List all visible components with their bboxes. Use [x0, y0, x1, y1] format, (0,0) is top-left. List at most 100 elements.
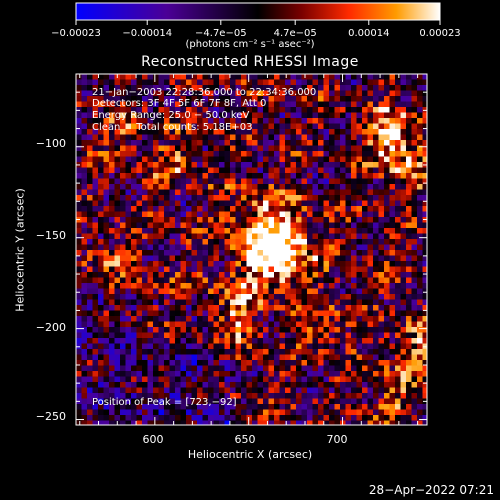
heatmap-cell: [400, 90, 407, 97]
heatmap-cell: [367, 415, 374, 421]
heatmap-cell: [301, 123, 308, 130]
heatmap-cell: [87, 145, 93, 152]
heatmap-cell: [136, 404, 143, 410]
heatmap-cell: [340, 371, 346, 377]
heatmap-cell: [252, 151, 258, 157]
heatmap-cell: [120, 134, 126, 141]
heatmap-cell: [274, 398, 280, 405]
heatmap-cell: [147, 195, 154, 201]
heatmap-cell: [367, 167, 374, 174]
heatmap-cell: [114, 376, 121, 383]
heatmap-cell: [213, 228, 220, 234]
heatmap-cell: [378, 217, 385, 223]
heatmap-cell: [147, 420, 154, 425]
heatmap-cell: [180, 299, 187, 306]
heatmap-cell: [406, 404, 412, 410]
heatmap-cell: [417, 239, 423, 245]
heatmap-cell: [417, 222, 423, 229]
heatmap-cell: [351, 277, 357, 284]
heatmap-cell: [263, 178, 269, 185]
heatmap-cell: [103, 90, 110, 97]
heatmap-cell: [290, 272, 297, 278]
heatmap-cell: [208, 376, 214, 383]
heatmap-cell: [246, 299, 253, 306]
heatmap-cell: [158, 129, 165, 135]
heatmap-cell: [180, 233, 187, 240]
heatmap-cell: [257, 222, 264, 229]
heatmap-cell: [131, 332, 137, 339]
heatmap-cell: [76, 327, 82, 333]
heatmap-cell: [345, 255, 352, 262]
heatmap-cell: [197, 261, 203, 267]
heatmap-cell: [153, 112, 159, 119]
heatmap-cell: [153, 151, 159, 157]
heatmap-cell: [312, 167, 319, 174]
heatmap-cell: [98, 393, 104, 399]
heatmap-cell: [329, 321, 335, 328]
heatmap-cell: [290, 239, 297, 245]
heatmap-cell: [411, 239, 418, 245]
heatmap-cell: [98, 206, 104, 212]
heatmap-cell: [301, 173, 308, 179]
heatmap-cell: [87, 332, 93, 339]
heatmap-cell: [340, 90, 346, 97]
heatmap-cell: [307, 415, 313, 421]
heatmap-cell: [340, 167, 346, 174]
heatmap-cell: [180, 107, 187, 113]
heatmap-cell: [378, 211, 385, 218]
heatmap-cell: [279, 277, 286, 284]
heatmap-cell: [389, 327, 396, 333]
heatmap-cell: [395, 85, 401, 91]
heatmap-cell: [98, 382, 104, 388]
heatmap-cell: [411, 310, 418, 317]
heatmap-cell: [136, 145, 143, 152]
heatmap-cell: [367, 387, 374, 394]
heatmap-cell: [340, 145, 346, 152]
heatmap-cell: [334, 173, 341, 179]
heatmap-cell: [87, 261, 93, 267]
heatmap-cell: [301, 332, 308, 339]
heatmap-cell: [164, 365, 170, 372]
heatmap-cell: [164, 173, 170, 179]
heatmap-cell: [279, 332, 286, 339]
heatmap-cell: [81, 332, 88, 339]
heatmap-cell: [213, 200, 220, 207]
heatmap-cell: [257, 129, 264, 135]
heatmap-cell: [186, 332, 192, 339]
heatmap-cell: [92, 310, 99, 317]
heatmap-cell: [164, 140, 170, 146]
heatmap-cell: [114, 354, 121, 361]
heatmap-cell: [362, 195, 368, 201]
heatmap-cell: [362, 228, 368, 234]
heatmap-cell: [191, 299, 198, 306]
heatmap-cell: [246, 310, 253, 317]
heatmap-cell: [329, 327, 335, 333]
heatmap-cell: [307, 250, 313, 256]
heatmap-cell: [301, 261, 308, 267]
heatmap-cell: [285, 167, 291, 174]
heatmap-cell: [351, 228, 357, 234]
heatmap-cell: [158, 409, 165, 416]
heatmap-cell: [125, 327, 132, 333]
heatmap-cell: [417, 123, 423, 130]
plot-frame: [75, 73, 428, 426]
heatmap-cell: [279, 299, 286, 306]
heatmap-cell: [136, 283, 143, 289]
heatmap-cell: [114, 404, 121, 410]
heatmap-cell: [114, 233, 121, 240]
heatmap-cell: [208, 195, 214, 201]
heatmap-cell: [301, 310, 308, 317]
heatmap-cell: [120, 409, 126, 416]
heatmap-cell: [131, 382, 137, 388]
heatmap-cell: [252, 200, 258, 207]
heatmap-cell: [246, 365, 253, 372]
heatmap-cell: [422, 404, 427, 410]
heatmap-cell: [345, 272, 352, 278]
heatmap-cell: [422, 167, 427, 174]
heatmap-cell: [153, 261, 159, 267]
heatmap-cell: [400, 277, 407, 284]
heatmap-cell: [367, 338, 374, 344]
heatmap-cell: [268, 404, 275, 410]
heatmap-cell: [263, 398, 269, 405]
heatmap-cell: [257, 316, 264, 322]
